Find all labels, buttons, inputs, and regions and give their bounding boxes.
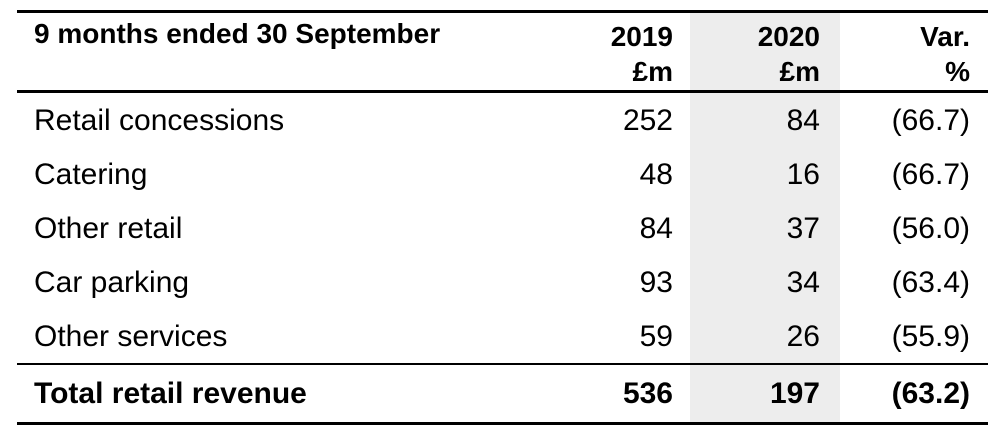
column-header-2020: 2020 £m: [690, 11, 840, 93]
total-2019: 536: [530, 363, 690, 424]
column-header-2020-year: 2020: [757, 21, 820, 52]
row-label: Retail concessions: [34, 103, 285, 137]
value-var: (63.4): [891, 265, 970, 299]
value-2019: 84: [639, 211, 673, 245]
table-row-total: Total retail revenue 536 197 (63.2): [17, 363, 988, 424]
row-label: Other retail: [34, 211, 183, 245]
value-2019: 93: [639, 265, 673, 299]
column-header-var-label: Var.: [920, 21, 970, 52]
row-label: Catering: [34, 157, 148, 191]
column-header-var: Var. %: [840, 11, 988, 93]
value-2020: 34: [690, 255, 840, 309]
value-2019: 252: [622, 103, 673, 137]
column-header-2020-unit: £m: [779, 56, 820, 87]
row-label: Other services: [34, 319, 228, 353]
value-var: (56.0): [891, 211, 970, 245]
column-header-var-unit: %: [945, 56, 970, 87]
value-2020: 37: [690, 201, 840, 255]
table-row-catering: Catering 48 16 (66.7): [17, 147, 988, 201]
total-var: (63.2): [840, 363, 988, 424]
value-var: (55.9): [891, 319, 970, 353]
column-header-2019: 2019 £m: [530, 11, 690, 93]
value-2020: 84: [690, 91, 840, 147]
period-header: 9 months ended 30 September: [17, 11, 530, 93]
value-2019: 59: [639, 319, 673, 353]
table-row-retail-concessions: Retail concessions 252 84 (66.7): [17, 91, 988, 147]
value-var: (66.7): [891, 157, 970, 191]
value-2020: 26: [690, 309, 840, 364]
column-header-2019-year: 2019: [610, 21, 673, 52]
table-row-other-services: Other services 59 26 (55.9): [17, 309, 988, 364]
value-2019: 48: [639, 157, 673, 191]
total-2020: 197: [690, 363, 840, 424]
value-2020: 16: [690, 147, 840, 201]
row-label: Car parking: [34, 265, 190, 299]
table-row-other-retail: Other retail 84 37 (56.0): [17, 201, 988, 255]
column-header-2019-unit: £m: [632, 56, 673, 87]
value-var: (66.7): [891, 103, 970, 137]
total-label: Total retail revenue: [17, 363, 530, 424]
table-row-car-parking: Car parking 93 34 (63.4): [17, 255, 988, 309]
table-header-row: 9 months ended 30 September 2019 £m 2020…: [17, 11, 988, 93]
retail-revenue-table: 9 months ended 30 September 2019 £m 2020…: [17, 10, 988, 425]
